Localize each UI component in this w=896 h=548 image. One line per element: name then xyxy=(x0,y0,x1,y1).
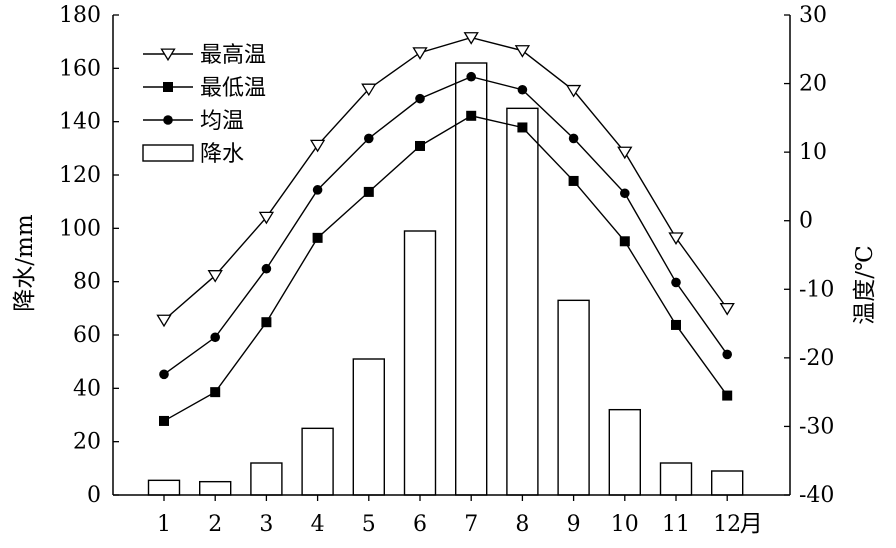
x-tick-label: 2 xyxy=(208,512,222,537)
x-tick-label: 6 xyxy=(413,512,427,537)
series-0-point xyxy=(156,314,172,328)
precip-bar xyxy=(711,470,744,496)
series-line-2 xyxy=(163,75,728,375)
legend-marker xyxy=(163,82,173,92)
series-0-point xyxy=(412,47,428,60)
legend-marker xyxy=(160,48,176,62)
series-2-point xyxy=(364,133,374,144)
x-tick-label: 4 xyxy=(311,512,325,537)
precip-bar xyxy=(557,299,590,496)
series-2-point xyxy=(159,369,169,380)
series-1-point xyxy=(568,175,579,186)
x-tick-label: 5 xyxy=(362,512,376,537)
series-1-point xyxy=(363,186,374,197)
x-tick-label: 9 xyxy=(567,512,581,537)
series-0-point xyxy=(565,84,582,98)
legend-label: 最低温 xyxy=(200,76,266,101)
left-tick-label: 180 xyxy=(59,3,101,28)
series-2-point xyxy=(671,277,681,288)
series-1-point xyxy=(671,319,681,330)
series-0-point xyxy=(207,270,223,283)
left-tick-label: 160 xyxy=(59,56,101,81)
series-2-point xyxy=(210,332,220,343)
precip-bar xyxy=(608,408,641,496)
right-tick-label: -30 xyxy=(799,414,834,439)
series-0-point xyxy=(514,45,531,58)
precip-bar xyxy=(198,480,232,496)
left-tick-label: 120 xyxy=(59,163,101,188)
right-tick-label: -10 xyxy=(799,277,834,302)
precip-bar xyxy=(301,427,334,496)
precip-bar xyxy=(506,107,539,496)
series-1-point xyxy=(619,236,630,247)
series-1-point xyxy=(722,390,733,401)
precip-bar xyxy=(147,479,181,496)
series-0-point xyxy=(617,146,633,160)
x-tick-label: 11 xyxy=(662,512,690,537)
left-tick-label: 100 xyxy=(59,216,101,241)
precip-bar xyxy=(659,462,693,496)
right-tick-label: 0 xyxy=(799,209,813,234)
series-1-point xyxy=(517,122,528,133)
series-2-point xyxy=(722,349,732,360)
right-tick-label: -20 xyxy=(799,346,834,371)
series-1-point xyxy=(312,232,323,243)
series-2-point xyxy=(312,185,323,195)
x-tick-label: 10 xyxy=(611,512,639,537)
right-axis-title: 温度/℃ xyxy=(852,245,878,324)
series-2-point xyxy=(261,263,272,274)
series-line-0 xyxy=(163,36,728,321)
x-tick-label: 1 xyxy=(157,512,171,537)
series-2-point xyxy=(415,93,425,104)
series-line-1 xyxy=(163,115,728,422)
left-axis-title: 降水/mm xyxy=(12,214,38,312)
right-tick-label: -40 xyxy=(799,483,834,508)
left-tick-label: 140 xyxy=(59,110,101,135)
plot-area: 020406080100120140160180-40-30-20-100102… xyxy=(12,3,878,537)
left-tick-label: 0 xyxy=(87,483,101,508)
series-2-point xyxy=(517,84,528,95)
legend-label: 最高温 xyxy=(200,43,266,68)
legend-label: 均温 xyxy=(200,109,244,134)
series-1-point xyxy=(210,387,221,398)
series-1-point xyxy=(261,317,272,328)
x-tick-label: 8 xyxy=(515,512,529,537)
precip-bar xyxy=(403,230,437,496)
series-0-point xyxy=(258,211,275,225)
x-tick-label: 7 xyxy=(464,512,478,537)
left-tick-label: 20 xyxy=(73,430,101,455)
right-tick-label: 20 xyxy=(799,72,827,97)
series-1-point xyxy=(415,140,425,151)
legend-bar-swatch xyxy=(142,144,194,162)
series-1-point xyxy=(159,415,169,426)
series-0-point xyxy=(361,83,377,97)
series-2-point xyxy=(620,188,630,199)
left-tick-label: 80 xyxy=(73,270,101,295)
x-unit-label: 月 xyxy=(740,511,763,537)
legend-marker xyxy=(163,115,173,125)
series-2-point xyxy=(568,133,579,144)
precip-bar xyxy=(352,358,385,496)
x-tick-label: 12 xyxy=(713,512,741,537)
series-0-point xyxy=(463,32,479,45)
x-tick-label: 3 xyxy=(259,512,273,537)
legend-label: 降水 xyxy=(200,142,244,167)
series-2-point xyxy=(466,71,477,82)
right-tick-label: 10 xyxy=(799,140,827,165)
precip-bar xyxy=(455,62,488,496)
left-tick-label: 60 xyxy=(73,323,101,348)
series-0-point xyxy=(668,232,684,245)
precip-bar xyxy=(250,462,283,496)
series-0-point xyxy=(309,139,326,153)
right-tick-label: 30 xyxy=(799,3,827,28)
left-tick-label: 40 xyxy=(73,376,101,401)
series-0-point xyxy=(719,302,735,316)
series-1-point xyxy=(466,110,477,121)
